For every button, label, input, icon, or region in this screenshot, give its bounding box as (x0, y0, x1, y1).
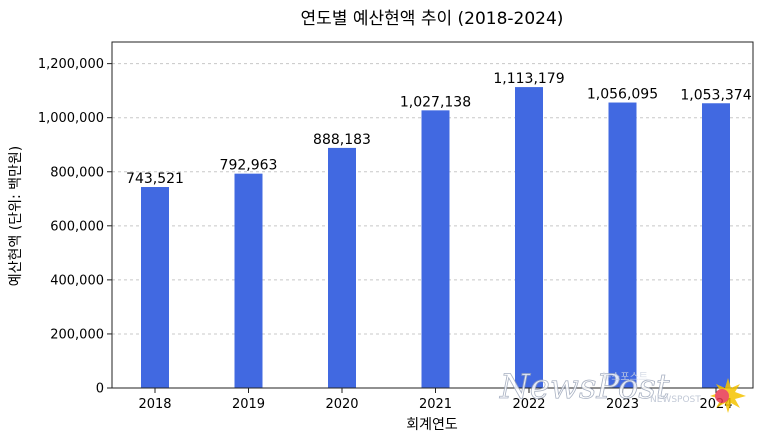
x-tick-label: 2022 (512, 397, 545, 412)
bar-2019 (234, 173, 263, 388)
bar-2020 (328, 147, 356, 388)
x-tick-label: 2019 (232, 397, 265, 412)
x-tick-label: 2021 (419, 397, 452, 412)
y-tick-label: 800,000 (50, 165, 104, 180)
y-tick-label: 600,000 (50, 219, 104, 234)
bars (141, 87, 730, 389)
x-axis-ticks: 2018 2019 2020 2021 2022 2023 2024 (138, 388, 733, 412)
bar-value-label: 888,183 (313, 132, 371, 148)
x-tick-label: 2018 (138, 397, 171, 412)
bar-2018 (141, 187, 169, 388)
chart-title: 연도별 예산현액 추이 (2018-2024) (301, 9, 564, 29)
bar-value-label: 1,113,179 (493, 71, 564, 87)
heart-icon (715, 389, 729, 403)
bar-value-label: 1,027,138 (400, 94, 471, 110)
bar-value-label: 1,056,095 (587, 87, 658, 103)
x-axis-label: 회계연도 (406, 417, 458, 433)
y-tick-label: 1,000,000 (38, 111, 104, 126)
data-labels: 743,521 792,963 888,183 1,027,138 1,113,179 1… (126, 71, 752, 187)
x-tick-label: 2020 (325, 397, 358, 412)
bar-2024 (702, 103, 730, 389)
watermark-korean: 뉴스포스트 (602, 371, 648, 383)
y-tick-label: 0 (96, 382, 104, 397)
watermark-sub: NEWSPOST (650, 395, 701, 405)
plot-frame (111, 41, 754, 389)
bar-2023 (608, 102, 637, 388)
y-axis-label: 예산현액 (단위: 백만원) (8, 146, 24, 286)
y-tick-label: 400,000 (50, 273, 104, 288)
y-tick-label: 1,200,000 (38, 57, 104, 72)
y-tick-label: 200,000 (50, 327, 104, 342)
bar-value-label: 743,521 (126, 171, 184, 187)
y-axis-ticks: 0 200,000 400,000 600,000 800,000 1,000,000 1,… (38, 57, 112, 397)
x-tick-label: 2023 (606, 397, 639, 412)
bar-value-label: 792,963 (220, 158, 278, 174)
bar-2022 (515, 87, 543, 388)
bar-value-label: 1,053,374 (680, 87, 751, 103)
bar-2021 (421, 110, 450, 389)
newspost-watermark: NewsPost 뉴스포스트 NEWSPOST (499, 367, 746, 413)
watermark-brand: NewsPost (499, 367, 670, 407)
